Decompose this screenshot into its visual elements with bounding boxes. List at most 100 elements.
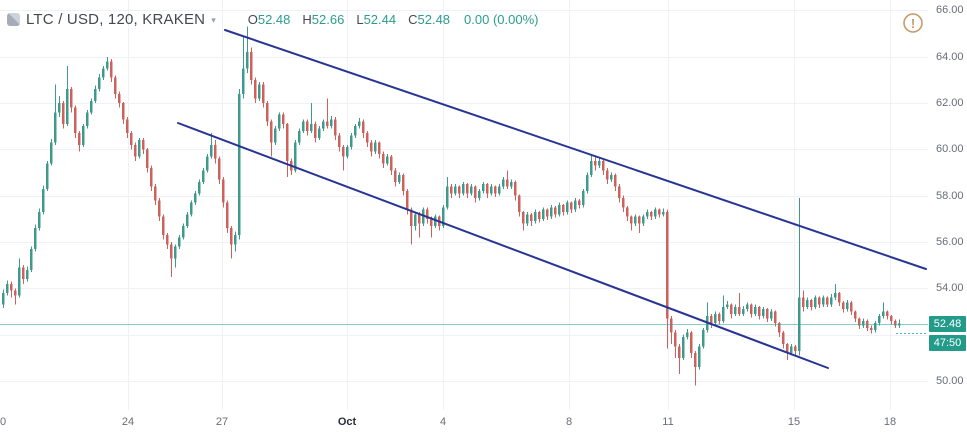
candle-body xyxy=(870,327,873,331)
candle-body xyxy=(426,209,429,219)
bar-countdown-badge: 47:50 xyxy=(929,334,966,351)
candle-body xyxy=(566,202,569,212)
candle-body xyxy=(126,119,129,134)
candle-body xyxy=(474,186,477,199)
candle-body xyxy=(746,304,749,310)
candle-body xyxy=(774,311,777,324)
candle-body xyxy=(390,156,393,171)
candle-body xyxy=(786,343,789,354)
alert-warning-icon[interactable]: ! xyxy=(903,13,923,33)
candle-body xyxy=(402,174,405,192)
symbol-title[interactable]: LTC / USD, 120, KRAKEN xyxy=(26,11,206,28)
candle-body xyxy=(802,297,805,307)
ohlc-close: C52.48 xyxy=(408,12,451,27)
price-axis[interactable]: 66.00 64.00 62.00 60.00 58.00 56.00 54.00 50.00… xyxy=(928,0,967,410)
candle-body xyxy=(442,207,445,226)
candle-body xyxy=(874,323,877,331)
candle-body xyxy=(418,214,421,224)
candle-body xyxy=(74,107,77,134)
candle-body xyxy=(194,193,197,203)
candle-body xyxy=(58,103,61,113)
candle-body xyxy=(586,174,589,192)
ohlc-low: L52.44 xyxy=(356,12,397,27)
trendline[interactable] xyxy=(224,29,927,270)
candle-body xyxy=(306,121,309,131)
time-axis-label: 8 xyxy=(565,416,573,428)
candle-body xyxy=(434,216,437,226)
candle-body xyxy=(338,135,341,148)
candle-body xyxy=(142,140,145,150)
candle-body xyxy=(358,121,361,127)
candle-body xyxy=(98,77,101,90)
candle-body xyxy=(486,184,489,194)
axis-borders xyxy=(0,0,967,414)
candle-body xyxy=(662,211,665,215)
candle-body xyxy=(538,211,541,219)
current-price-line xyxy=(0,324,928,334)
candle-body xyxy=(82,126,85,145)
candles-layer xyxy=(2,26,901,386)
time-axis-label: 18 xyxy=(883,416,897,428)
candle-body xyxy=(674,332,677,347)
candle-body xyxy=(366,133,369,143)
candle-body xyxy=(794,346,797,351)
candle-body xyxy=(66,89,69,124)
candle-body xyxy=(554,207,557,215)
candle-body xyxy=(702,330,705,347)
candle-body xyxy=(94,89,97,101)
candle-body xyxy=(406,191,409,210)
candle-body xyxy=(2,293,5,305)
candle-body xyxy=(210,144,213,157)
chevron-down-icon[interactable]: ▾ xyxy=(211,15,216,25)
candle-body xyxy=(258,84,261,99)
candle-body xyxy=(294,142,297,171)
candle-body xyxy=(318,128,321,138)
candle-body xyxy=(246,52,249,69)
candle-body xyxy=(106,61,109,69)
candle-body xyxy=(70,89,73,108)
trendline-channel[interactable] xyxy=(177,29,927,369)
candle-body xyxy=(86,112,89,127)
candle-body xyxy=(638,216,641,224)
candle-body xyxy=(62,103,65,124)
candle-body xyxy=(826,297,829,305)
candle-body xyxy=(386,156,389,164)
candle-body xyxy=(806,299,809,307)
candle-body xyxy=(134,144,137,157)
candle-body xyxy=(850,302,853,312)
candle-body xyxy=(550,207,553,217)
candle-body xyxy=(26,269,29,280)
time-axis[interactable]: 0 24 27 Oct 4 8 11 15 18 xyxy=(0,410,967,437)
candle-body xyxy=(642,216,645,224)
candle-body xyxy=(450,186,453,194)
candle-body xyxy=(498,186,501,194)
candle-body xyxy=(262,84,265,104)
candle-body xyxy=(346,147,349,157)
candle-body xyxy=(686,332,689,338)
candle-body xyxy=(206,156,209,171)
price-axis-label: 62.00 xyxy=(936,97,964,110)
candle-body xyxy=(714,313,717,324)
candle-body xyxy=(534,211,537,222)
trendline[interactable] xyxy=(177,122,829,369)
candle-body xyxy=(234,235,237,245)
candle-body xyxy=(326,121,329,127)
candle-body xyxy=(322,121,325,129)
candle-body xyxy=(562,205,565,212)
candle-body xyxy=(50,142,53,164)
ohlc-high: H52.66 xyxy=(302,12,345,27)
price-axis-label: 64.00 xyxy=(936,50,964,63)
candle-body xyxy=(694,353,697,368)
candle-body xyxy=(718,313,721,321)
candle-body xyxy=(310,123,313,131)
candle-body xyxy=(302,121,305,131)
candle-body xyxy=(362,121,365,134)
candle-body xyxy=(282,114,285,124)
candle-body xyxy=(830,297,833,305)
candle-body xyxy=(466,184,469,194)
candle-body xyxy=(634,216,637,224)
candle-body xyxy=(102,68,105,78)
candle-body xyxy=(578,200,581,205)
candle-body xyxy=(594,160,597,166)
